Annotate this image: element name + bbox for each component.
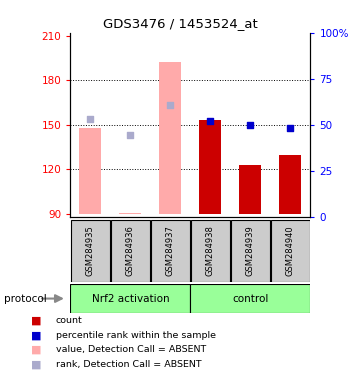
Bar xyxy=(79,128,101,214)
Bar xyxy=(71,220,110,281)
Bar xyxy=(191,284,310,313)
Bar xyxy=(111,220,150,281)
Text: GSM284935: GSM284935 xyxy=(86,225,95,276)
Bar xyxy=(151,220,190,281)
Bar xyxy=(70,284,191,313)
Text: ■: ■ xyxy=(31,316,42,326)
Bar xyxy=(279,154,301,214)
Text: count: count xyxy=(56,316,83,325)
Text: GSM284936: GSM284936 xyxy=(126,225,135,276)
Text: rank, Detection Call = ABSENT: rank, Detection Call = ABSENT xyxy=(56,360,201,369)
Text: GSM284938: GSM284938 xyxy=(206,225,215,276)
Point xyxy=(127,132,133,138)
Bar xyxy=(231,220,270,281)
Point xyxy=(208,118,213,124)
Text: Nrf2 activation: Nrf2 activation xyxy=(92,293,169,304)
Point xyxy=(168,103,173,109)
Text: ■: ■ xyxy=(31,359,42,369)
Text: GSM284937: GSM284937 xyxy=(166,225,175,276)
Text: GSM284940: GSM284940 xyxy=(286,225,295,276)
Text: GDS3476 / 1453524_at: GDS3476 / 1453524_at xyxy=(103,17,258,30)
Point xyxy=(248,122,253,128)
Text: value, Detection Call = ABSENT: value, Detection Call = ABSENT xyxy=(56,345,206,354)
Bar xyxy=(191,220,230,281)
Bar xyxy=(160,62,182,214)
Text: protocol: protocol xyxy=(4,293,46,304)
Text: GSM284939: GSM284939 xyxy=(246,225,255,276)
Text: ■: ■ xyxy=(31,330,42,340)
Text: ■: ■ xyxy=(31,345,42,355)
Bar xyxy=(239,165,261,214)
Point xyxy=(288,126,293,132)
Point xyxy=(87,116,93,122)
Bar xyxy=(199,120,221,214)
Text: percentile rank within the sample: percentile rank within the sample xyxy=(56,331,216,340)
Bar xyxy=(119,212,142,214)
Text: control: control xyxy=(232,293,269,304)
Bar xyxy=(271,220,310,281)
